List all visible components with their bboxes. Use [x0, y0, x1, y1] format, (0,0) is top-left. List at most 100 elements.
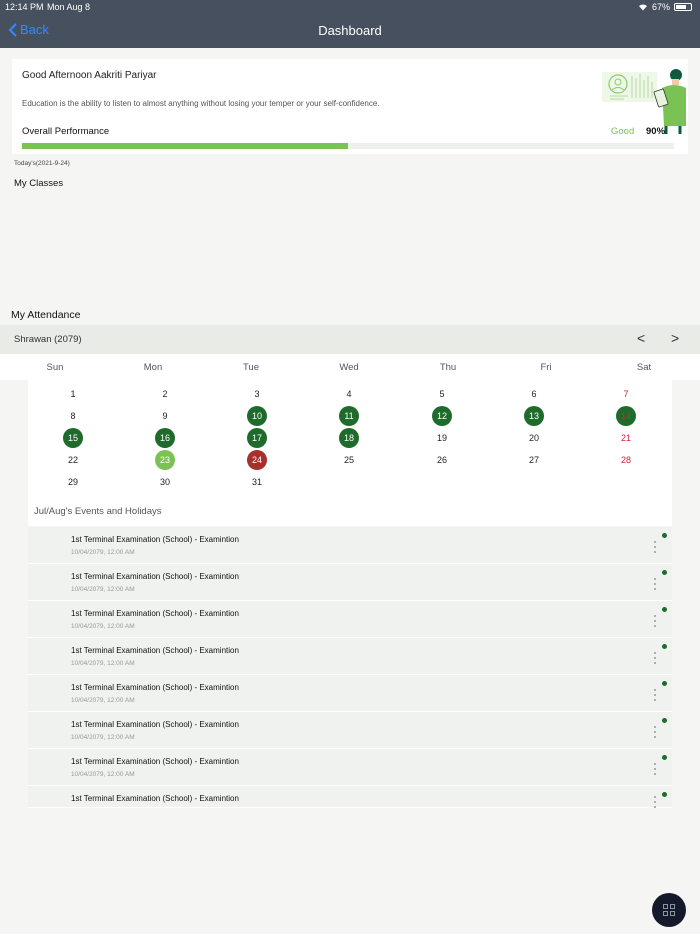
battery-percent: 67%: [651, 2, 670, 12]
more-options-icon[interactable]: [654, 578, 658, 592]
calendar-day[interactable]: 8: [70, 411, 76, 421]
event-title: 1st Terminal Examination (School) - Exam…: [71, 646, 239, 655]
calendar-weekday-row: Sun Mon Tue Wed Thu Fri Sat: [0, 354, 700, 380]
event-item[interactable]: 1st Terminal Examination (School) - Exam…: [28, 786, 672, 808]
my-classes-title: My Classes: [14, 178, 64, 189]
grid-icon: [663, 904, 675, 916]
weekday-thu: Thu: [439, 362, 457, 373]
calendar-day[interactable]: 7: [623, 389, 629, 399]
event-title: 1st Terminal Examination (School) - Exam…: [71, 757, 239, 766]
more-options-icon[interactable]: [654, 763, 658, 777]
nav-bar: Back Dashboard: [0, 14, 700, 48]
month-label: Shrawan (2079): [14, 334, 82, 345]
event-date: 10/04/2079, 12:00 AM: [71, 660, 135, 667]
event-date: 10/04/2079, 12:00 AM: [71, 697, 135, 704]
greeting: Good Afternoon Aakriti Pariyar: [22, 70, 157, 81]
calendar-day[interactable]: 11: [339, 406, 359, 426]
today-date: Today's(2021-9-24): [14, 160, 70, 167]
event-date: 10/04/2079, 12:00 AM: [71, 623, 135, 630]
event-title: 1st Terminal Examination (School) - Exam…: [71, 794, 239, 803]
event-title: 1st Terminal Examination (School) - Exam…: [71, 609, 239, 618]
calendar-day[interactable]: 19: [436, 433, 447, 443]
event-date: 10/04/2079, 12:00 AM: [71, 771, 135, 778]
calendar-day[interactable]: 28: [620, 455, 631, 465]
status-right: 67%: [638, 2, 692, 12]
calendar-day[interactable]: 12: [432, 406, 452, 426]
status-dot-icon: [662, 681, 667, 686]
event-item[interactable]: 1st Terminal Examination (School) - Exam…: [28, 527, 672, 564]
event-title: 1st Terminal Examination (School) - Exam…: [71, 535, 239, 544]
quote: Education is the ability to listen to al…: [22, 99, 380, 108]
calendar-day[interactable]: 23: [155, 450, 175, 470]
calendar-grid: 1 2 3 4 5 6 7 8 9 10 11 12 13 14 15 16 17 18 19 20 21 22 23 24 2…: [28, 380, 672, 496]
calendar-day[interactable]: 20: [528, 433, 539, 443]
calendar-day[interactable]: 27: [528, 455, 539, 465]
event-item[interactable]: 1st Terminal Examination (School) - Exam…: [28, 638, 672, 675]
calendar-day[interactable]: 31: [251, 477, 262, 487]
events-title: Jul/Aug's Events and Holidays: [34, 506, 162, 517]
event-item[interactable]: 1st Terminal Examination (School) - Exam…: [28, 601, 672, 638]
calendar-day[interactable]: 16: [155, 428, 175, 448]
calendar-day[interactable]: 18: [339, 428, 359, 448]
calendar-day[interactable]: 24: [247, 450, 267, 470]
event-item[interactable]: 1st Terminal Examination (School) - Exam…: [28, 749, 672, 786]
event-date: 10/04/2079, 12:00 AM: [71, 549, 135, 556]
back-label: Back: [20, 22, 49, 37]
status-dot-icon: [662, 607, 667, 612]
calendar-day[interactable]: 15: [63, 428, 83, 448]
calendar-day[interactable]: 5: [439, 389, 445, 399]
calendar-day[interactable]: 6: [531, 389, 537, 399]
calendar-day[interactable]: 29: [67, 477, 78, 487]
calendar-day[interactable]: 17: [247, 428, 267, 448]
more-options-icon[interactable]: [654, 615, 658, 629]
calendar-day[interactable]: 1: [70, 389, 76, 399]
event-title: 1st Terminal Examination (School) - Exam…: [71, 572, 239, 581]
month-header: Shrawan (2079) < >: [0, 325, 700, 354]
more-options-icon[interactable]: [654, 796, 658, 810]
previous-month-button[interactable]: <: [637, 330, 646, 346]
back-button[interactable]: Back: [8, 22, 49, 37]
performance-progress-bar: [22, 143, 674, 149]
status-date: Mon Aug 8: [47, 2, 91, 12]
next-month-button[interactable]: >: [671, 330, 680, 346]
my-attendance-title: My Attendance: [11, 309, 81, 321]
status-dot-icon: [662, 644, 667, 649]
event-date: 10/04/2079, 12:00 AM: [71, 586, 135, 593]
calendar-day[interactable]: 3: [254, 389, 260, 399]
performance-label: Overall Performance: [22, 126, 110, 137]
event-item[interactable]: 1st Terminal Examination (School) - Exam…: [28, 712, 672, 749]
calendar-day[interactable]: 30: [159, 477, 170, 487]
battery-icon: [674, 3, 692, 11]
calendar-day[interactable]: 21: [620, 433, 631, 443]
event-item[interactable]: 1st Terminal Examination (School) - Exam…: [28, 675, 672, 712]
performance-rating: Good: [611, 126, 635, 137]
calendar-day[interactable]: 26: [436, 455, 447, 465]
event-title: 1st Terminal Examination (School) - Exam…: [71, 720, 239, 729]
calendar-day[interactable]: 10: [247, 406, 267, 426]
calendar-day[interactable]: 25: [343, 455, 354, 465]
calendar-day[interactable]: 9: [162, 411, 168, 421]
more-options-icon[interactable]: [654, 689, 658, 703]
weekday-wed: Wed: [339, 362, 359, 373]
calendar-day[interactable]: 13: [524, 406, 544, 426]
menu-fab-button[interactable]: [652, 893, 686, 927]
status-time: 12:14 PM: [5, 2, 44, 12]
more-options-icon[interactable]: [654, 726, 658, 740]
status-dot-icon: [662, 792, 667, 797]
status-dot-icon: [662, 755, 667, 760]
calendar-day[interactable]: 22: [67, 455, 78, 465]
event-date: 10/04/2079, 12:00 AM: [71, 734, 135, 741]
weekday-sat: Sat: [636, 362, 652, 373]
calendar-day[interactable]: 4: [346, 389, 352, 399]
event-item[interactable]: 1st Terminal Examination (School) - Exam…: [28, 564, 672, 601]
calendar-day[interactable]: 2: [162, 389, 168, 399]
calendar-day[interactable]: 14: [616, 406, 636, 426]
performance-progress-fill: [22, 143, 348, 149]
weekday-fri: Fri: [540, 362, 552, 373]
more-options-icon[interactable]: [654, 652, 658, 666]
event-title: 1st Terminal Examination (School) - Exam…: [71, 683, 239, 692]
weekday-tue: Tue: [242, 362, 260, 373]
status-dot-icon: [662, 570, 667, 575]
page-title: Dashboard: [318, 23, 382, 38]
more-options-icon[interactable]: [654, 541, 658, 555]
